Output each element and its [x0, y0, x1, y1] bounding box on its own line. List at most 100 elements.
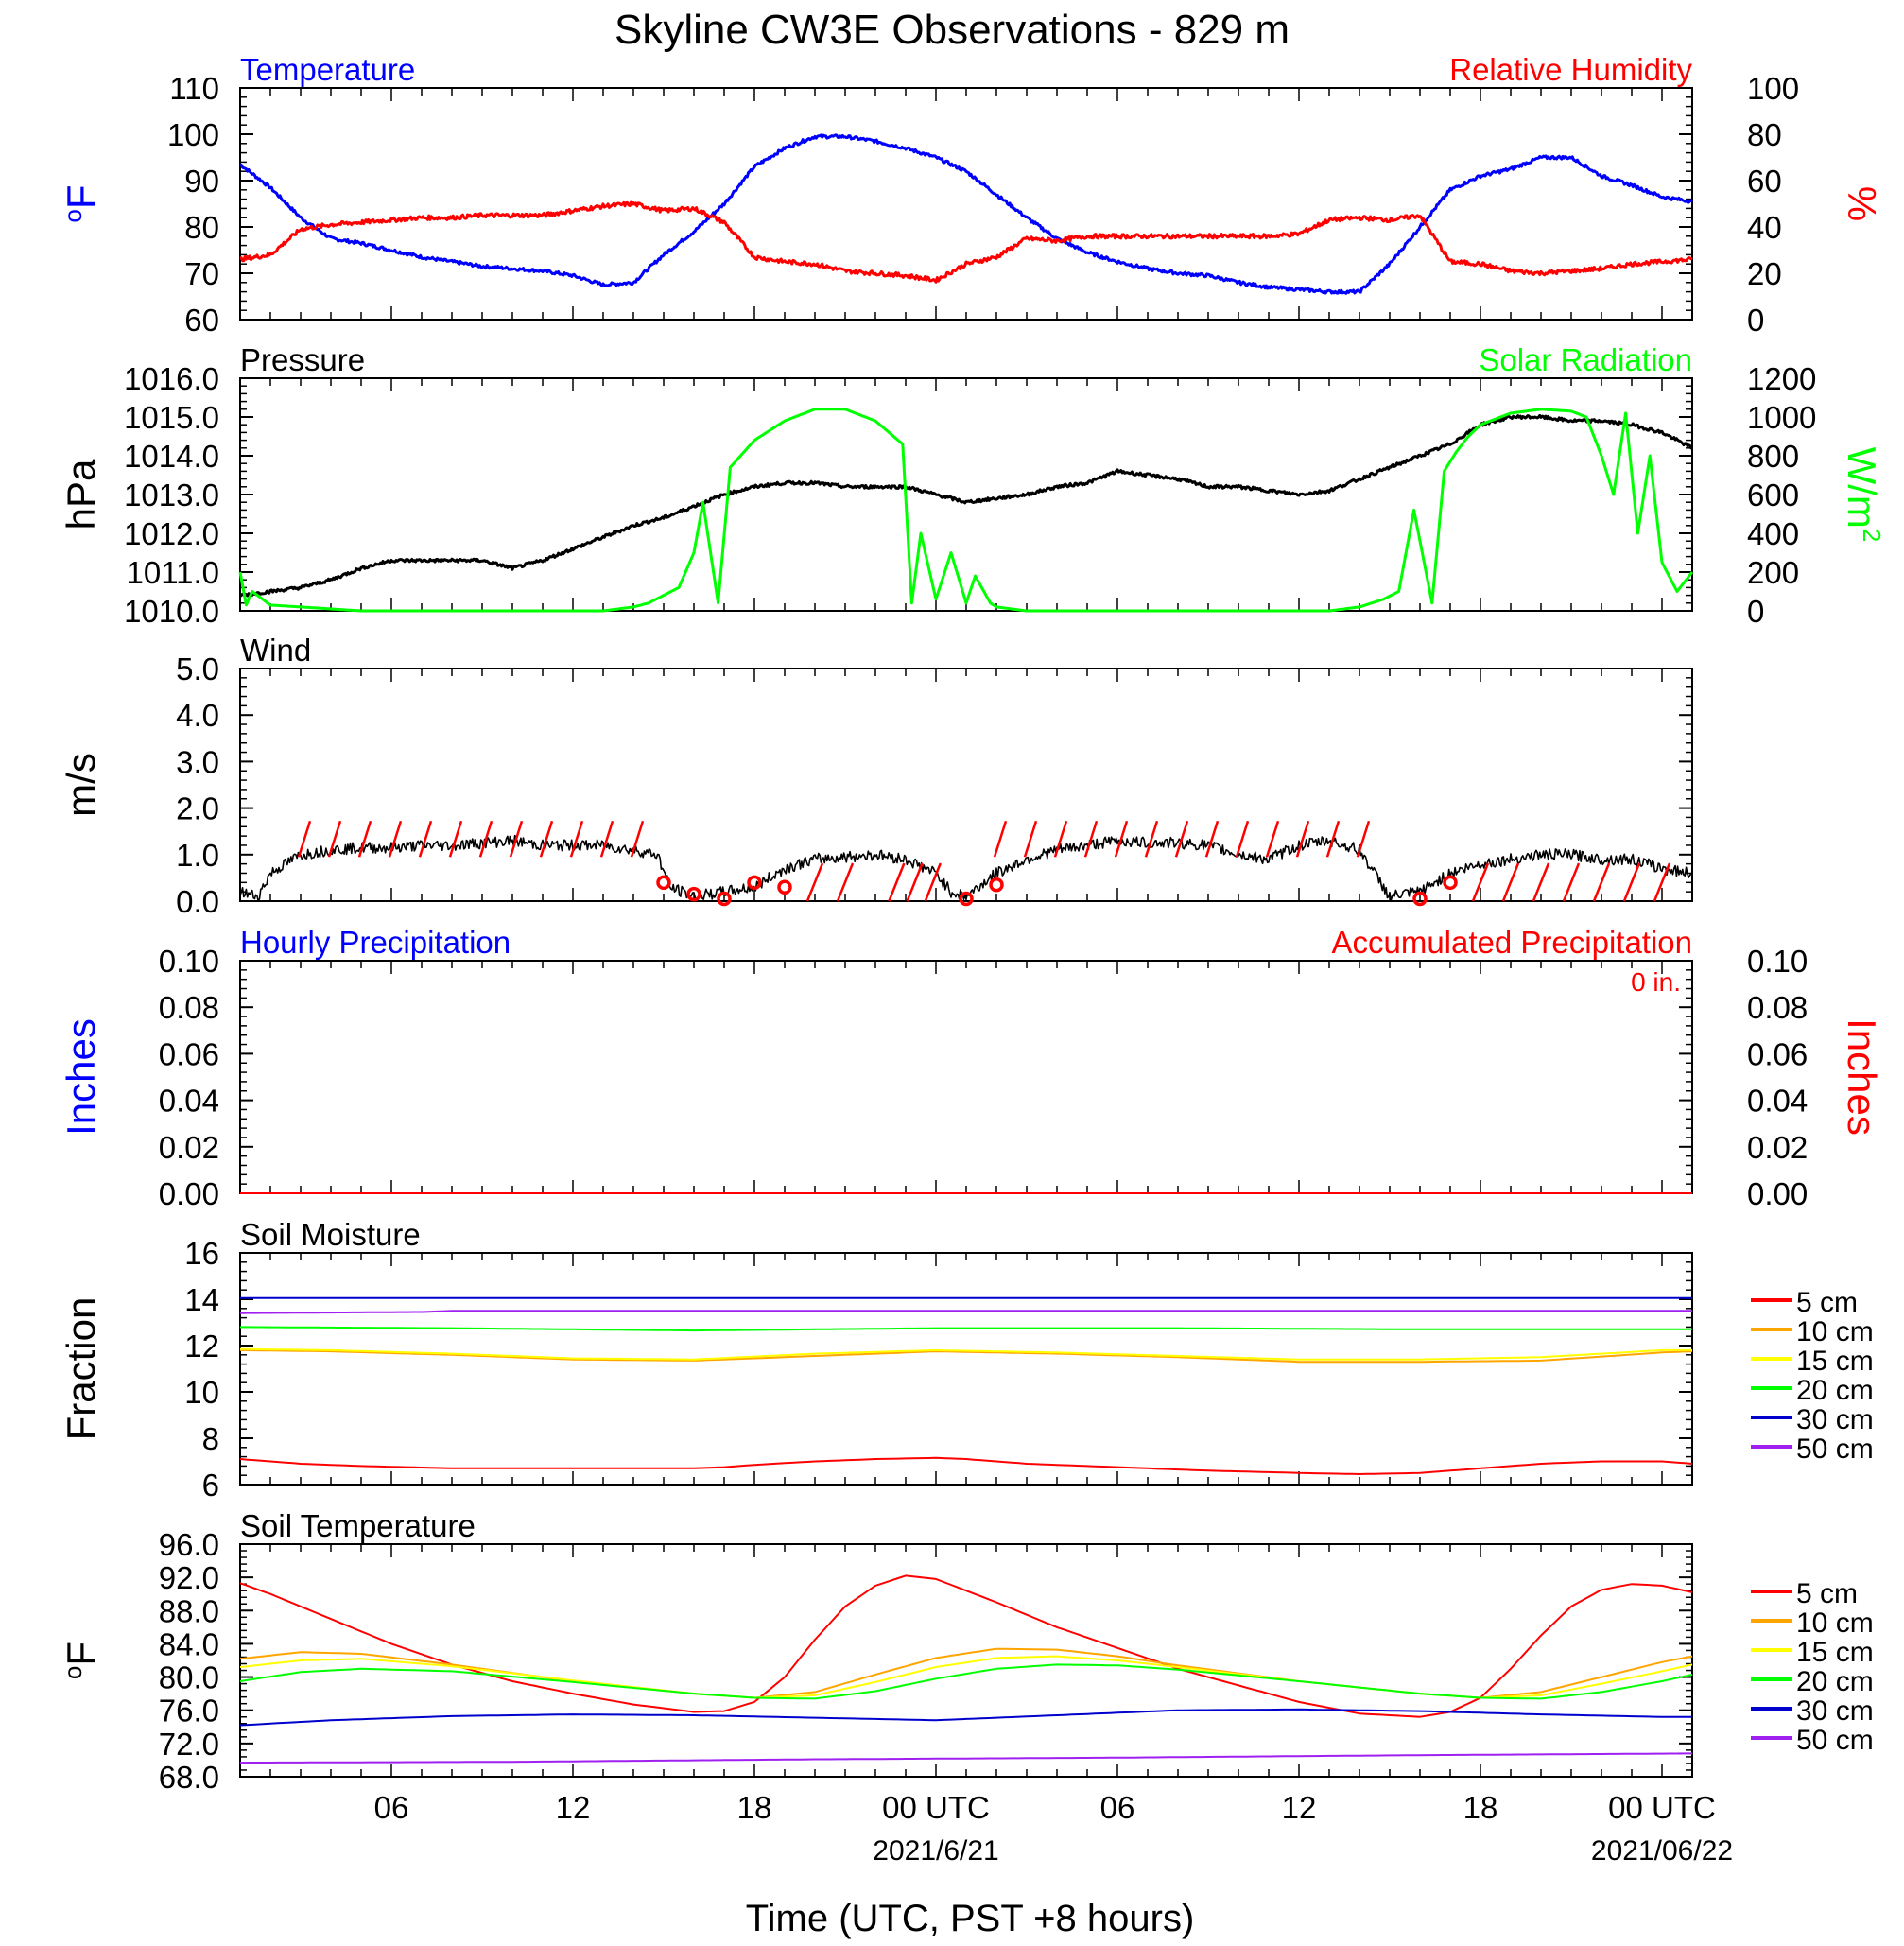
y-axis-label: Inches — [59, 1018, 103, 1136]
wind-barb — [1265, 820, 1280, 858]
panel-precip: 0.00 0.02 0.04 0.06 0.08 0.10 0.00 0.02 0.04 0.06… — [59, 925, 1884, 1211]
panel-temp_rh: 60 70 80 90 100 110 0 20 40 60 80 100 Temperature Rel… — [59, 52, 1884, 338]
wind-barb — [993, 820, 1008, 858]
accumulated-total: 0 in. — [1631, 967, 1681, 997]
x-tick-label: 12 — [1282, 1790, 1317, 1825]
series-line-relative-humidity — [239, 200, 1693, 284]
wind-barb — [1144, 820, 1159, 858]
wind-barb — [327, 820, 342, 858]
y-tick-label: 1.0 — [176, 838, 219, 873]
wind-barb-light — [805, 862, 824, 902]
wind-barb — [478, 820, 493, 858]
unit-letter: F — [59, 1642, 103, 1666]
y-tick-label: 70 — [184, 256, 219, 291]
y-tick-label: 80 — [184, 210, 219, 245]
y-right-tick-label: 0 — [1747, 303, 1764, 338]
wind-barb-light — [1622, 862, 1641, 902]
wind-barb — [1023, 820, 1038, 858]
series-line-50-cm — [239, 1752, 1692, 1764]
plot-frame — [239, 87, 1693, 321]
y-tick-label: 0.04 — [159, 1084, 219, 1119]
x-date-label: 2021/06/22 — [1591, 1835, 1733, 1867]
panel-title-right: Accumulated Precipitation — [1331, 925, 1692, 960]
y-axis-label-right: Inches — [1840, 1018, 1884, 1136]
wind-barb — [1174, 820, 1189, 858]
wind-barb — [599, 820, 614, 858]
unit-exponent: 2 — [1858, 529, 1886, 542]
wind-barb — [1083, 820, 1099, 858]
degree-mark: o — [59, 209, 87, 222]
y-tick-label: 0.06 — [159, 1036, 219, 1071]
y-right-tick-label: 40 — [1747, 210, 1782, 245]
y-tick-label: 1014.0 — [124, 439, 219, 474]
panel-title-left: Pressure — [240, 342, 365, 377]
y-tick-label: 1015.0 — [124, 400, 219, 435]
chart-title: Skyline CW3E Observations - 829 m — [614, 7, 1290, 53]
y-tick-label: 0.10 — [159, 944, 219, 979]
wind-barb-light — [1532, 862, 1550, 902]
series-line-pressure — [238, 413, 1693, 598]
panel-wind: 0.0 1.0 2.0 3.0 4.0 5.0 Wind m/s — [59, 633, 1693, 919]
calm-wind-marker — [747, 875, 762, 891]
wind-barb — [1053, 820, 1068, 858]
calm-wind-marker — [1443, 875, 1458, 891]
y-right-tick-label: 0.06 — [1747, 1036, 1808, 1071]
series-line-5-cm — [239, 1456, 1693, 1475]
y-axis-label: hPa — [59, 459, 103, 530]
y-right-tick-label: 20 — [1747, 256, 1782, 291]
legend-label: 10 cm — [1796, 1607, 1874, 1639]
legend-label: 20 cm — [1796, 1375, 1874, 1406]
plot-frame — [239, 377, 1693, 612]
y-tick-label: 16 — [184, 1236, 219, 1271]
x-tick-label: 00 UTC — [1608, 1790, 1716, 1825]
y-right-tick-label: 400 — [1747, 516, 1799, 551]
y-tick-label: 2.0 — [176, 791, 219, 826]
y-tick-label: 0.0 — [176, 884, 219, 919]
series-line-15-cm — [239, 1347, 1692, 1361]
series-line-15-cm — [239, 1655, 1693, 1699]
legend-label: 20 cm — [1796, 1666, 1874, 1697]
y-tick-label: 68.0 — [159, 1760, 219, 1795]
legend-label: 15 cm — [1796, 1637, 1874, 1668]
calm-wind-marker — [686, 886, 701, 902]
legend-label: 50 cm — [1796, 1725, 1874, 1756]
legend-label: 10 cm — [1796, 1316, 1874, 1347]
y-tick-label: 100 — [167, 117, 219, 152]
y-axis-label: Fraction — [59, 1297, 103, 1441]
wind-barb-light — [1471, 862, 1490, 902]
y-axis-label: oF — [59, 184, 103, 222]
y-tick-label: 8 — [202, 1421, 219, 1456]
legend-label: 50 cm — [1796, 1433, 1874, 1465]
x-tick-label: 18 — [1463, 1790, 1498, 1825]
wind-barb-light — [924, 862, 942, 902]
y-right-tick-label: 200 — [1747, 555, 1799, 590]
panel-title-left: Soil Temperature — [240, 1508, 476, 1543]
y-tick-label: 1010.0 — [124, 594, 219, 629]
y-tick-label: 6 — [202, 1468, 219, 1503]
calm-wind-marker — [656, 875, 671, 891]
wind-barb-light — [1592, 862, 1611, 902]
y-right-tick-label: 60 — [1747, 164, 1782, 199]
x-tick-label: 00 UTC — [882, 1790, 990, 1825]
plot-frame — [239, 1252, 1693, 1486]
x-axis-title: Time (UTC, PST +8 hours) — [746, 1898, 1195, 1939]
wind-barb-light — [1501, 862, 1520, 902]
legend-label: 30 cm — [1796, 1695, 1874, 1727]
wind-barb — [297, 820, 312, 858]
x-tick-label: 18 — [737, 1790, 772, 1825]
y-tick-label: 72.0 — [159, 1727, 219, 1762]
wind-barb-light — [1562, 862, 1581, 902]
panel-title-right: Solar Radiation — [1479, 342, 1692, 377]
y-tick-label: 12 — [184, 1329, 219, 1364]
panel-title-left: Soil Moisture — [240, 1217, 421, 1252]
wind-barb-light — [1653, 862, 1671, 902]
panel-title-left: Hourly Precipitation — [240, 925, 511, 960]
series-line-20-cm — [239, 1663, 1693, 1700]
plot-frame — [239, 960, 1693, 1194]
wind-barb — [509, 820, 524, 858]
plot-frame — [239, 1543, 1693, 1778]
wind-barb-light — [906, 862, 924, 902]
panel-title-left: Temperature — [240, 52, 415, 87]
calm-wind-marker — [1412, 891, 1428, 907]
